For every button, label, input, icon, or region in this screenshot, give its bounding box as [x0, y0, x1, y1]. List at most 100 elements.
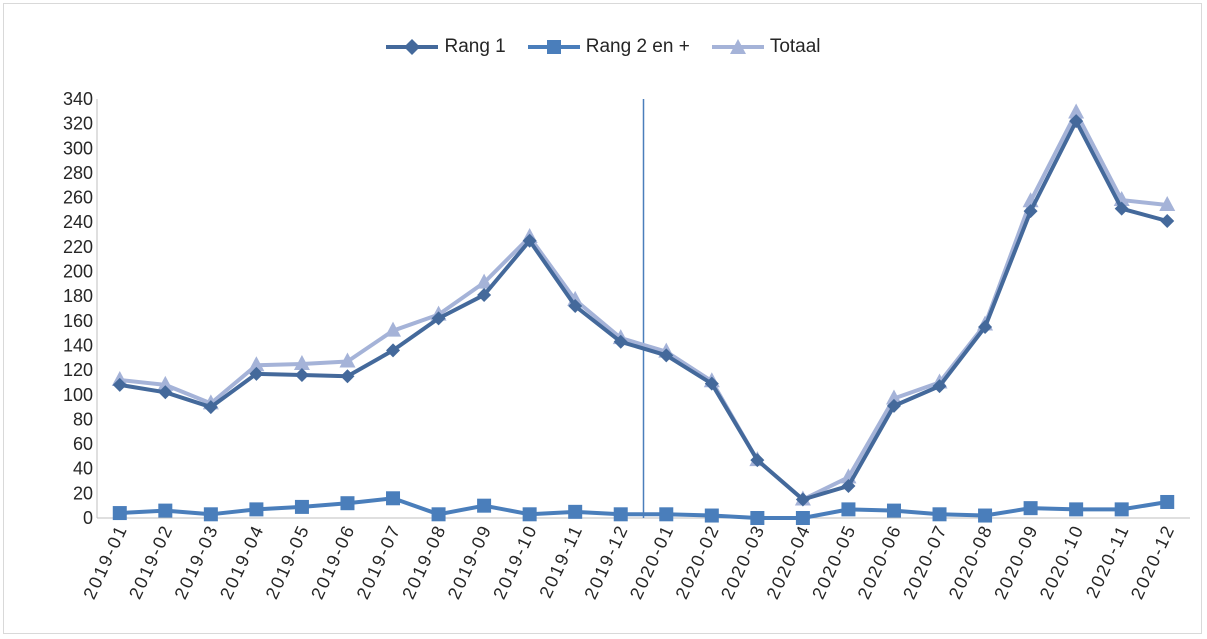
x-tick-label: 2020-03: [717, 521, 769, 602]
data-point-square: [431, 507, 446, 522]
data-point-diamond: [978, 319, 993, 334]
x-tick-label: 2020-10: [1036, 521, 1088, 602]
data-point-square: [750, 511, 765, 525]
x-tick-label: 2019-04: [216, 521, 268, 602]
legend-marker-square: [527, 40, 580, 54]
y-tick-label: 80: [73, 409, 93, 429]
legend-label: Rang 2 en +: [585, 36, 690, 57]
y-tick-label: 220: [63, 237, 93, 257]
data-point-square: [1069, 502, 1084, 517]
data-point-square: [886, 503, 901, 518]
y-tick-label: 180: [63, 286, 93, 306]
data-point-diamond: [750, 453, 765, 468]
y-tick-label: 40: [73, 459, 93, 479]
x-tick-label: 2019-12: [580, 521, 632, 602]
data-point-square: [477, 498, 492, 513]
data-point-triangle: [385, 321, 402, 337]
data-point-square: [249, 502, 264, 517]
data-point-square: [568, 504, 583, 519]
x-tick-label: 2020-01: [626, 521, 678, 602]
data-point-diamond: [340, 369, 355, 384]
data-point-square: [613, 507, 628, 522]
data-point-square: [659, 507, 674, 522]
data-point-diamond: [203, 400, 218, 415]
data-point-square: [340, 496, 355, 511]
data-point-square: [795, 511, 810, 525]
y-tick-label: 20: [73, 483, 93, 503]
data-point-diamond: [112, 377, 127, 392]
y-tick-label: 120: [63, 360, 93, 380]
data-point-diamond: [522, 233, 537, 248]
legend-item-rang-2-en-plus: Rang 2 en +: [527, 36, 690, 58]
data-point-triangle: [293, 354, 310, 370]
data-point-square: [978, 508, 993, 523]
legend: Rang 1 Rang 2 en + Totaal: [0, 30, 1207, 64]
data-point-diamond: [568, 299, 583, 314]
x-tick-label: 2020-09: [990, 521, 1042, 602]
x-tick-label: 2019-02: [125, 521, 177, 602]
y-tick-label: 60: [73, 434, 93, 454]
x-tick-label: 2020-02: [671, 521, 723, 602]
x-tick-label: 2019-01: [79, 521, 131, 602]
series-line-rang-2-en-: [119, 496, 1168, 520]
y-tick-label: 280: [63, 163, 93, 183]
data-point-diamond: [1069, 114, 1084, 129]
data-point-square: [386, 491, 401, 506]
data-point-diamond: [1114, 201, 1129, 216]
x-tick-label: 2020-06: [854, 521, 906, 602]
data-point-diamond: [1160, 214, 1175, 229]
x-tick-label: 2020-11: [1082, 521, 1133, 601]
legend-label: Totaal: [769, 36, 821, 57]
data-point-triangle: [339, 352, 356, 368]
data-point-square: [294, 499, 309, 514]
data-point-square: [932, 507, 947, 522]
data-point-diamond: [659, 348, 674, 363]
data-point-square: [203, 507, 218, 522]
y-tick-label: 320: [63, 114, 93, 134]
x-tick-label: 2019-05: [262, 521, 314, 602]
data-point-square: [704, 508, 719, 523]
x-tick-label: 2019-03: [171, 521, 223, 602]
legend-item-totaal: Totaal: [711, 36, 821, 58]
data-point-diamond: [613, 334, 628, 349]
data-point-square: [1160, 494, 1175, 509]
x-tick-label: 2019-10: [489, 521, 541, 602]
data-point-square: [841, 502, 856, 517]
data-point-diamond: [704, 376, 719, 391]
y-tick-label: 140: [63, 335, 93, 355]
data-point-square: [522, 507, 537, 522]
y-tick-label: 340: [63, 89, 93, 109]
x-tick-label: 2020-05: [808, 521, 860, 602]
data-point-diamond: [841, 478, 856, 493]
data-point-diamond: [795, 492, 810, 507]
legend-item-rang-1: Rang 1: [386, 36, 506, 58]
data-point-diamond: [886, 398, 901, 413]
x-tick-label: 2020-08: [945, 521, 997, 602]
chart-area: [3, 3, 1202, 634]
data-point-triangle: [1068, 103, 1085, 119]
series-line-rang-1: [119, 119, 1168, 502]
data-point-square: [1114, 502, 1129, 517]
x-tick-label: 2019-08: [398, 521, 450, 602]
legend-label: Rang 1: [444, 36, 506, 57]
data-point-triangle: [885, 389, 902, 405]
data-point-diamond: [1023, 204, 1038, 219]
data-point-triangle: [476, 273, 493, 289]
data-point-diamond: [249, 366, 264, 381]
legend-marker-triangle: [711, 39, 764, 54]
data-point-diamond: [294, 368, 309, 383]
data-point-square: [112, 506, 127, 521]
y-tick-label: 240: [63, 212, 93, 232]
data-point-triangle: [1159, 195, 1176, 211]
x-tick-label: 2020-12: [1127, 521, 1179, 602]
y-tick-label: 300: [63, 138, 93, 158]
x-tick-label: 2019-11: [535, 521, 586, 601]
data-point-square: [158, 503, 173, 518]
y-tick-label: 100: [63, 385, 93, 405]
x-tick-label: 2020-04: [763, 521, 815, 602]
y-tick-label: 200: [63, 262, 93, 282]
data-point-diamond: [158, 385, 173, 400]
data-point-diamond: [386, 343, 401, 358]
data-point-diamond: [932, 379, 947, 394]
